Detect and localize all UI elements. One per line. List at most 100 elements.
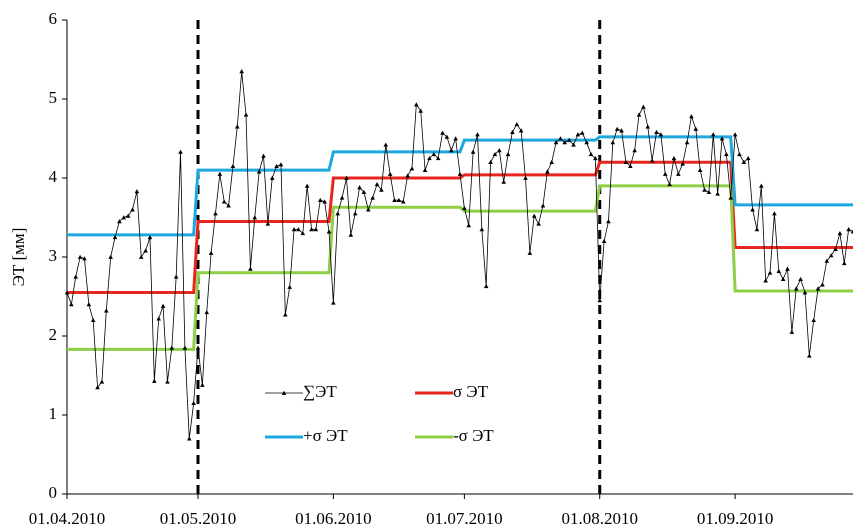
data-point [370,195,375,200]
data-point [248,266,253,271]
data-point [138,254,144,259]
data-point [86,302,92,307]
data-point [444,134,450,139]
data-point [798,276,803,281]
step-line [67,135,853,237]
data-point [754,227,760,232]
y-tick-label: 0 [49,483,58,502]
data-point [488,159,493,165]
y-tick-label: 1 [49,404,58,423]
data-point [579,130,585,135]
data-point [510,129,515,135]
data-point [252,215,258,220]
data-point [392,197,397,202]
data-point [379,187,384,192]
data-point [558,136,563,141]
data-point [601,238,607,244]
data-point [667,182,672,187]
data-point [824,258,830,263]
step-line [67,184,853,351]
data-point [575,132,581,137]
x-tick-label: 01.05.2010 [160,509,237,528]
x-tick-label: 01.04.2010 [29,509,106,528]
data-point [745,155,751,161]
data-point [523,175,528,180]
data-point [628,163,633,168]
data-point [470,149,476,154]
data-point [737,152,742,157]
data-point [772,211,777,216]
data-point [90,317,96,323]
data-point [117,219,122,224]
data-point [440,130,445,135]
x-tick-label: 01.09.2010 [697,509,774,528]
data-point [475,132,480,137]
data-point [239,69,244,74]
y-tick-label: 4 [49,167,58,186]
y-axis-label: ЭТ [мм] [9,228,28,287]
legend-label: +σ ЭТ [303,426,348,445]
legend-marker [281,390,287,395]
data-point [82,256,87,261]
data-point [815,286,821,291]
data-point [566,137,572,142]
data-point [69,302,74,307]
data-point [671,155,677,161]
data-point [195,345,201,350]
data-point [706,189,712,195]
data-point [265,221,271,226]
data-point [156,316,161,321]
data-point [313,227,319,232]
data-point [793,286,799,291]
data-point [414,102,419,107]
data-point [435,155,441,161]
data-point [108,254,113,259]
data-point [540,203,546,208]
data-point [750,207,755,212]
data-point [291,227,297,232]
data-point [130,207,135,212]
data-point [828,253,834,258]
data-point [850,229,853,234]
data-point [545,169,550,174]
y-tick-label: 5 [49,88,58,107]
data-point [767,270,773,275]
data-point [715,191,720,196]
data-point [269,175,275,180]
data-point [213,211,218,216]
data-point [147,234,153,240]
data-point [676,171,681,176]
data-point [165,379,170,384]
data-point [186,436,192,441]
data-point [278,162,284,167]
data-point [724,152,729,157]
x-tick-label: 01.06.2010 [295,509,372,528]
data-point [348,232,354,237]
data-point [641,104,646,109]
data-point [837,231,843,236]
data-point [689,114,694,119]
data-point [208,250,214,255]
data-point [191,400,196,405]
data-point [571,142,576,147]
data-point [728,195,734,200]
data-point [217,171,223,176]
data-point [483,283,489,289]
data-point [95,385,100,390]
data-point [326,229,332,234]
data-point [422,167,428,172]
data-point [453,136,458,141]
data-point [553,140,559,145]
data-point [820,282,825,287]
data-point [497,148,502,153]
data-point [658,132,664,137]
data-point [73,274,79,279]
data-point [841,261,847,266]
data-point [287,284,292,289]
data-point [702,187,707,192]
data-point [501,179,506,184]
data-point [584,140,589,145]
data-point [466,223,472,228]
data-point [200,382,205,387]
data-point [409,166,415,171]
